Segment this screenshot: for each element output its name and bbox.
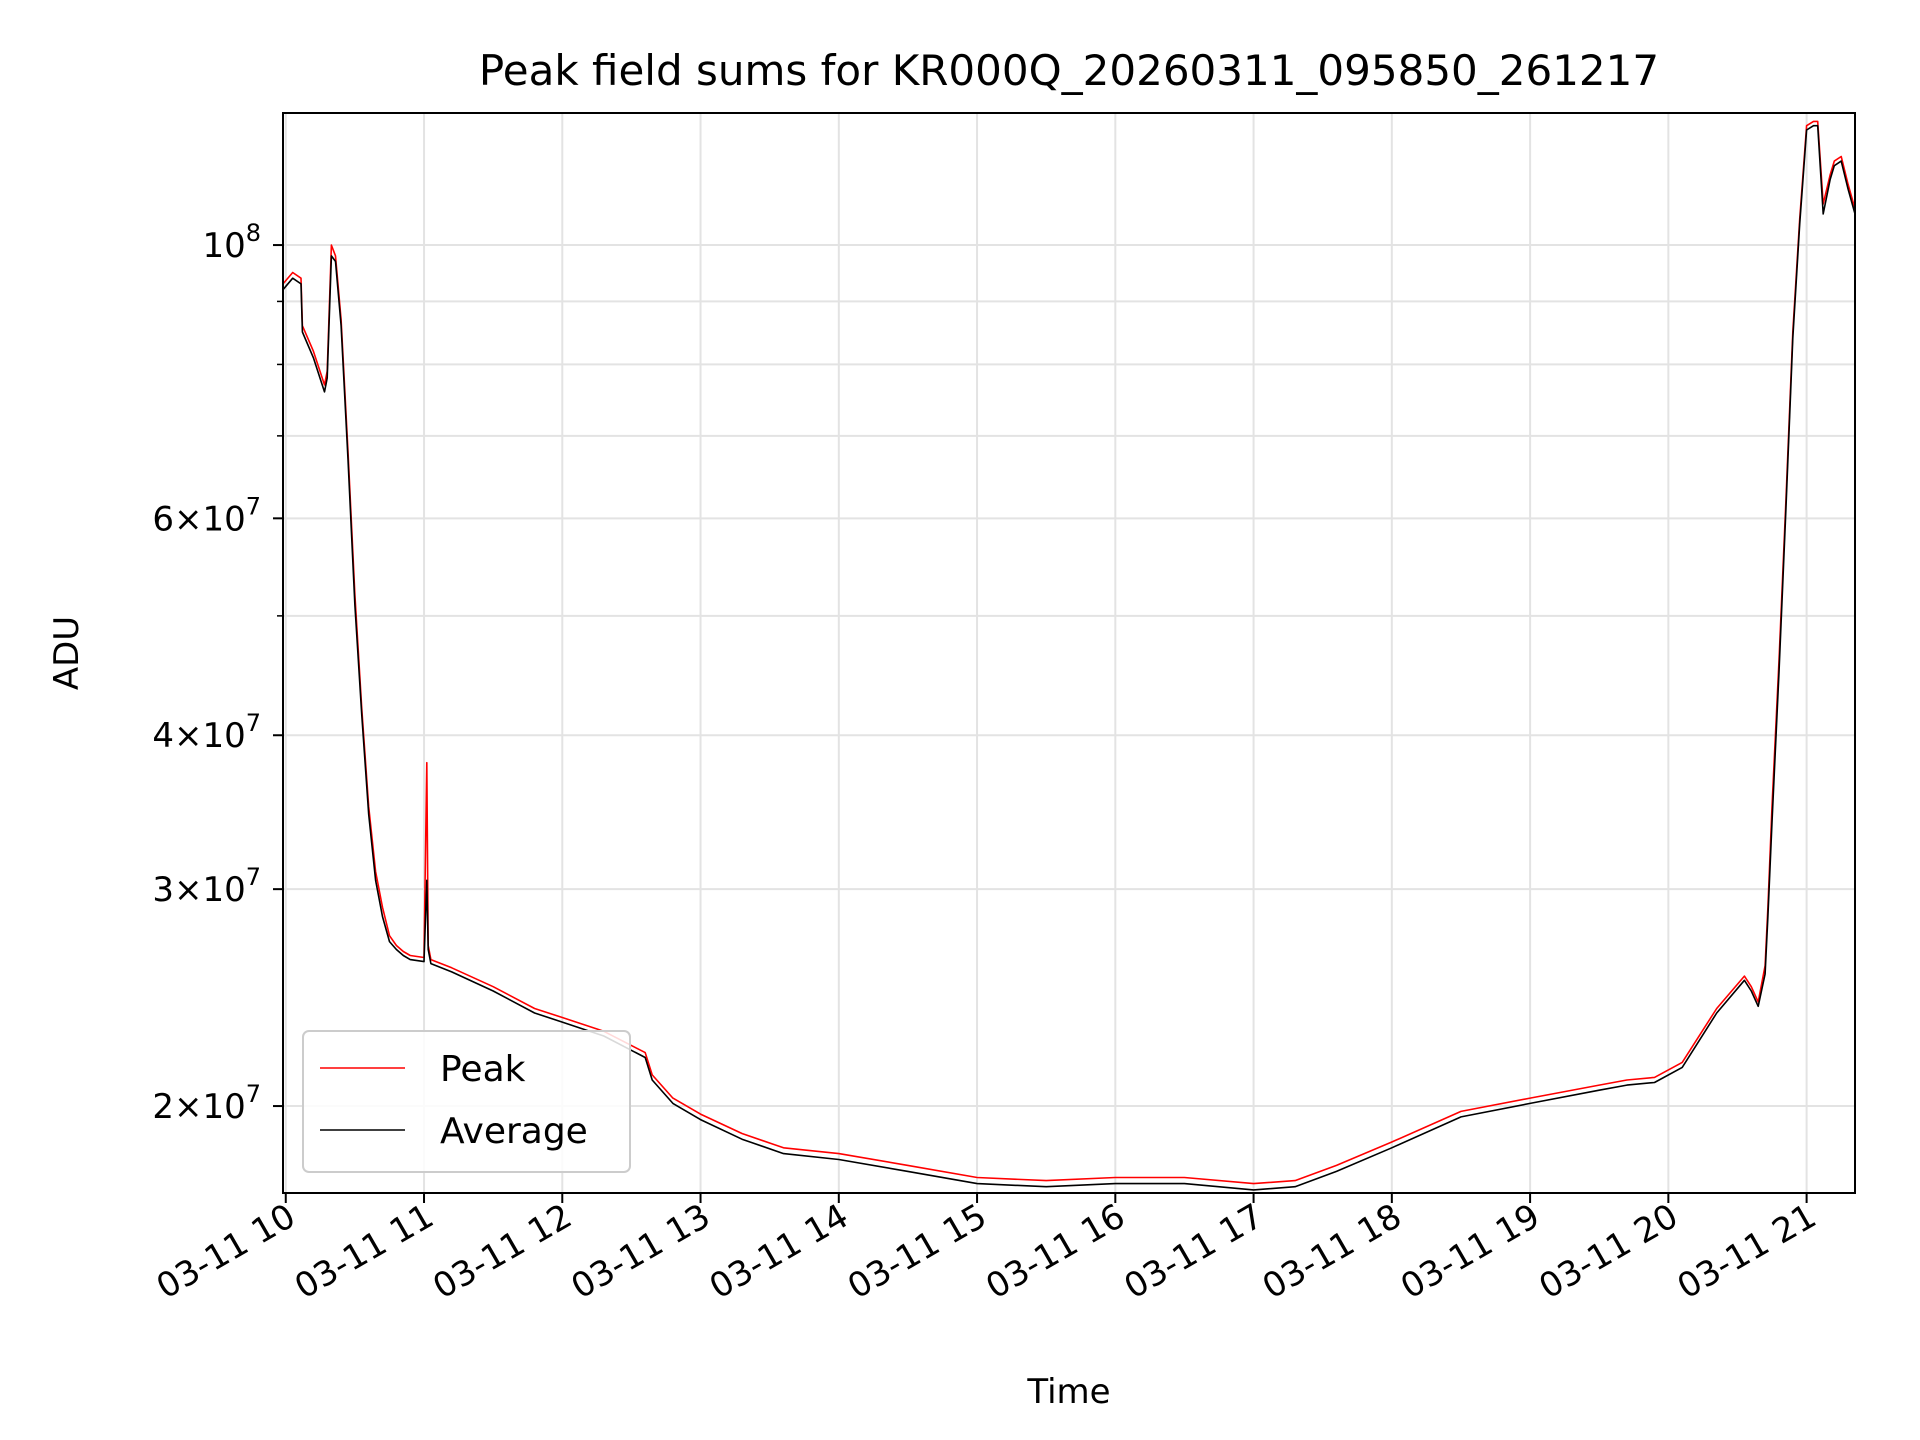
legend-label-average: Average bbox=[440, 1111, 588, 1152]
x-axis-label: Time bbox=[1026, 1372, 1110, 1412]
y-tick-label: 2×107 bbox=[152, 1080, 261, 1127]
legend-label-peak: Peak bbox=[440, 1049, 526, 1090]
series-line-average bbox=[282, 124, 1856, 1191]
chart-title: Peak field sums for KR000Q_20260311_0958… bbox=[479, 46, 1659, 95]
series-lines bbox=[282, 120, 1856, 1191]
y-tick-label: 6×107 bbox=[152, 492, 261, 539]
y-axis: 2×107 3×107 4×107 6×107 108 bbox=[152, 219, 283, 1127]
y-tick-label: 4×107 bbox=[152, 709, 261, 756]
y-tick-label: 3×107 bbox=[152, 863, 261, 910]
legend-box bbox=[302, 1030, 631, 1173]
plot-frame bbox=[282, 112, 1856, 1194]
legend: Peak Average bbox=[302, 1030, 631, 1173]
y-tick-label: 108 bbox=[202, 219, 261, 266]
grid-lines bbox=[283, 113, 1855, 1193]
y-axis-label: ADU bbox=[47, 616, 87, 690]
